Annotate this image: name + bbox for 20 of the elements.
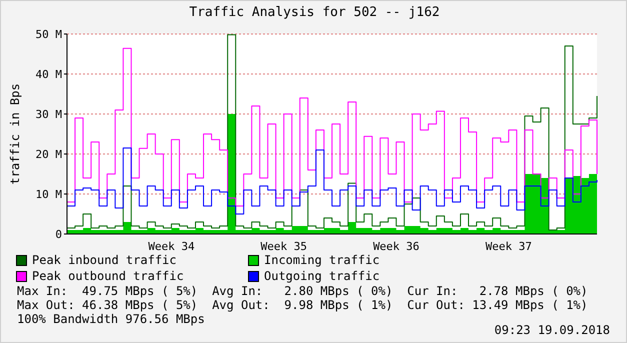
y-tick-label: 40 M xyxy=(36,68,62,81)
x-tick-label: Week 36 xyxy=(373,240,420,253)
y-tick-label: 10 M xyxy=(36,188,62,201)
legend-label: Peak inbound traffic xyxy=(32,252,176,268)
text: 100% Bandwidth 976.56 MBps xyxy=(17,312,205,326)
x-tick-label: Week 35 xyxy=(260,240,307,253)
y-tick-label: 30 M xyxy=(36,108,62,121)
legend-label: Incoming traffic xyxy=(264,252,380,268)
text: Max Out: 46.38 MBps ( 5%) Avg Out: 9.98 MBps ( 1%) Cur Out: 13.49 MBps ( 1%) xyxy=(17,298,588,312)
x-tick-label: Week 34 xyxy=(148,240,195,253)
y-tick-label: 50 M xyxy=(36,28,62,41)
text: 09:23 19.09.2018 xyxy=(494,323,610,337)
text: Max In: 49.75 MBps ( 5%) Avg In: 2.80 MBps ( 0%) Cur In: 2.78 MBps ( 0%) xyxy=(17,284,588,298)
y-tick-label: 20 M xyxy=(36,148,62,161)
y-axis-title: traffic in Bps xyxy=(7,82,23,187)
y-tick-label: 0 xyxy=(55,228,62,241)
x-tick-label: Week 37 xyxy=(485,240,532,253)
legend-label: Peak outbound traffic xyxy=(32,268,184,284)
legend-label: Outgoing traffic xyxy=(264,268,380,284)
chart-title: Traffic Analysis for 502 -- j162 xyxy=(188,5,441,20)
